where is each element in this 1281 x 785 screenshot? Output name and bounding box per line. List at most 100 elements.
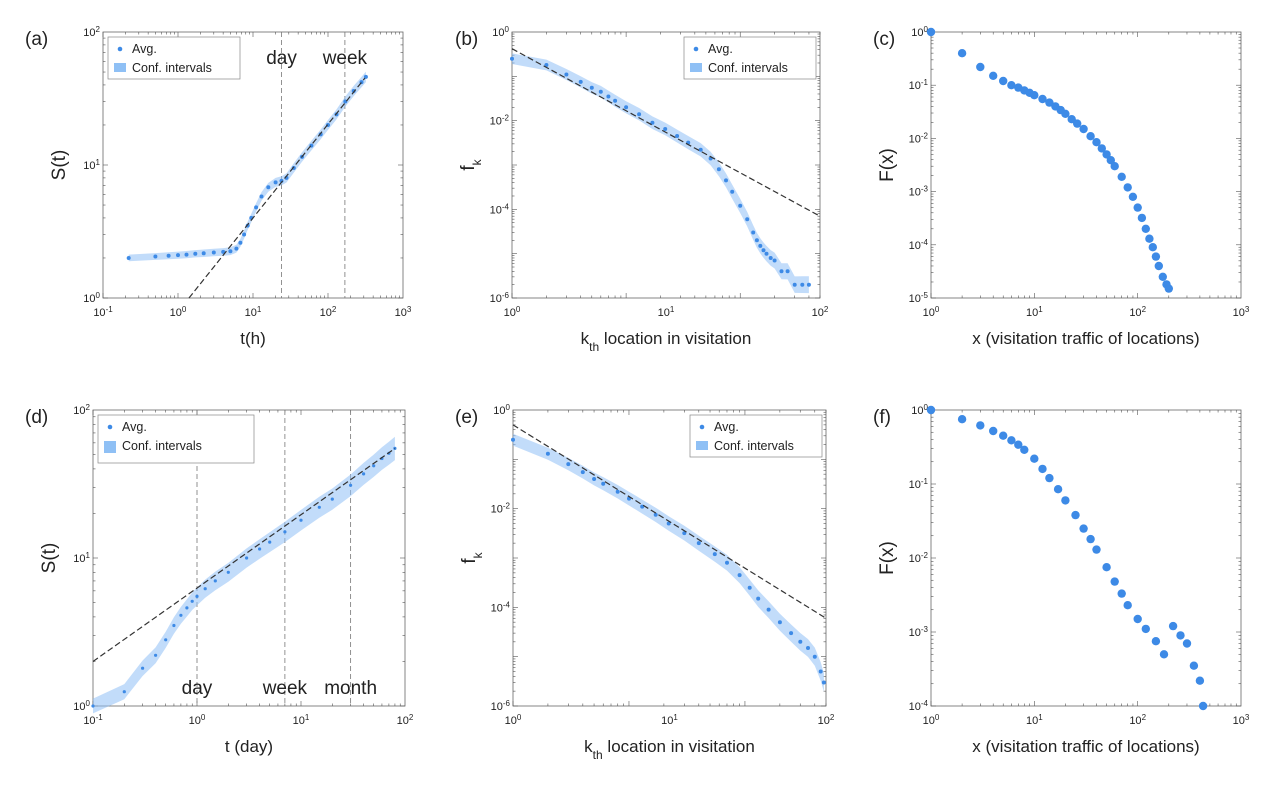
data-point — [653, 512, 658, 517]
data-point — [266, 185, 271, 190]
data-point — [1117, 589, 1126, 598]
x-tick-label: 101 — [245, 305, 262, 320]
y-tick-label: 10-4 — [491, 600, 511, 615]
data-point — [1182, 639, 1192, 648]
data-point — [800, 282, 805, 287]
x-tick-label: 102 — [812, 305, 829, 320]
y-tick-label: 100 — [492, 25, 509, 40]
x-tick-label: 100 — [923, 305, 940, 320]
fit-line — [512, 424, 827, 619]
annotation-week: week — [262, 678, 308, 699]
x-tick-label: 101 — [1026, 305, 1043, 320]
data-point — [228, 249, 233, 254]
data-point — [1141, 224, 1151, 233]
legend: Avg. Conf. intervals — [689, 414, 823, 458]
data-point — [1154, 261, 1164, 271]
data-point — [976, 421, 985, 430]
x-tick-label: 102 — [320, 305, 337, 320]
data-point — [1123, 183, 1132, 192]
legend-avg-marker — [693, 46, 699, 52]
data-point — [1133, 614, 1142, 624]
data-point — [1079, 124, 1088, 134]
x-tick-label: 100 — [505, 713, 522, 728]
data-point — [299, 518, 303, 522]
y-axis-label: F(x) — [877, 148, 898, 182]
x-axis-label: x (visitation traffic of locations) — [972, 329, 1199, 348]
data-point — [1030, 454, 1039, 463]
data-point — [818, 669, 823, 674]
data-point — [234, 246, 239, 251]
legend-avg-label: Avg. — [714, 420, 739, 434]
data-point — [766, 607, 771, 612]
legend-ci-swatch — [690, 63, 702, 72]
data-point — [1158, 272, 1168, 281]
confidence-band — [128, 71, 366, 262]
data-point — [1071, 510, 1080, 520]
data-point — [624, 105, 629, 110]
data-point — [1097, 144, 1107, 153]
data-point — [589, 85, 594, 90]
data-point — [606, 94, 611, 99]
panel-2: 100 101 102 103 10-5 10-4 10-3 10-2 10-1 100 x (vi… — [877, 25, 1250, 349]
x-tick-label: 103 — [1233, 305, 1250, 320]
data-point — [806, 282, 811, 287]
data-point — [154, 653, 158, 657]
y-tick-label: 102 — [83, 25, 100, 40]
y-tick-label: 101 — [83, 158, 100, 173]
data-point — [1045, 98, 1054, 107]
data-point — [1053, 485, 1063, 494]
y-tick-label: 102 — [73, 403, 90, 418]
legend-avg-label: Avg. — [132, 42, 157, 56]
data-point — [193, 251, 198, 256]
data-point — [650, 120, 655, 125]
y-tick-label: 10-2 — [909, 551, 929, 566]
y-tick-label: 10-3 — [909, 625, 929, 640]
legend: Avg. Conf. intervals — [97, 414, 255, 464]
data-point — [1148, 243, 1158, 252]
data-point — [1086, 534, 1095, 544]
data-point — [545, 451, 550, 456]
data-point — [601, 481, 606, 486]
data-point — [745, 217, 750, 222]
y-axis-label: fk — [458, 158, 484, 170]
fit-line — [511, 48, 821, 217]
data-point — [1141, 624, 1151, 634]
y-tick-label: 101 — [73, 551, 90, 566]
panel-label: (d) — [25, 407, 48, 428]
data-point — [1133, 203, 1142, 212]
annotation-day: day — [182, 678, 213, 699]
data-point — [999, 431, 1008, 440]
data-point — [1137, 213, 1147, 223]
x-tick-label: 10-1 — [83, 713, 103, 728]
x-tick-label: 102 — [818, 713, 835, 728]
data-point — [779, 269, 784, 274]
fit-line — [92, 447, 396, 662]
data-point — [242, 232, 247, 237]
data-point — [682, 531, 687, 536]
data-point — [761, 248, 766, 253]
data-point — [1061, 109, 1070, 119]
legend-ci-label: Conf. intervals — [714, 439, 794, 453]
x-tick-label: 101 — [293, 713, 310, 728]
data-point — [172, 623, 176, 628]
x-tick-label: 10-1 — [93, 305, 113, 320]
legend-avg-label: Avg. — [122, 420, 147, 434]
y-tick-label: 10-1 — [909, 477, 929, 492]
data-point — [772, 258, 777, 263]
data-point — [1110, 577, 1119, 586]
data-point — [1159, 650, 1169, 659]
x-tick-label: 102 — [1129, 305, 1146, 320]
data-point — [957, 49, 967, 58]
y-tick-label: 100 — [73, 699, 90, 714]
data-point — [126, 256, 131, 260]
legend-ci-label: Conf. intervals — [122, 439, 202, 453]
x-axis-label: x (visitation traffic of locations) — [972, 737, 1199, 756]
data-point — [698, 147, 703, 152]
panel-5: 100 101 102 103 10-4 10-3 10-2 10-1 100 x (visita… — [877, 403, 1250, 757]
x-tick-label: 101 — [661, 713, 678, 728]
data-point — [564, 72, 569, 77]
legend: Avg. Conf. intervals — [107, 36, 241, 80]
x-tick-label: 102 — [397, 713, 414, 728]
data-point — [580, 470, 585, 475]
